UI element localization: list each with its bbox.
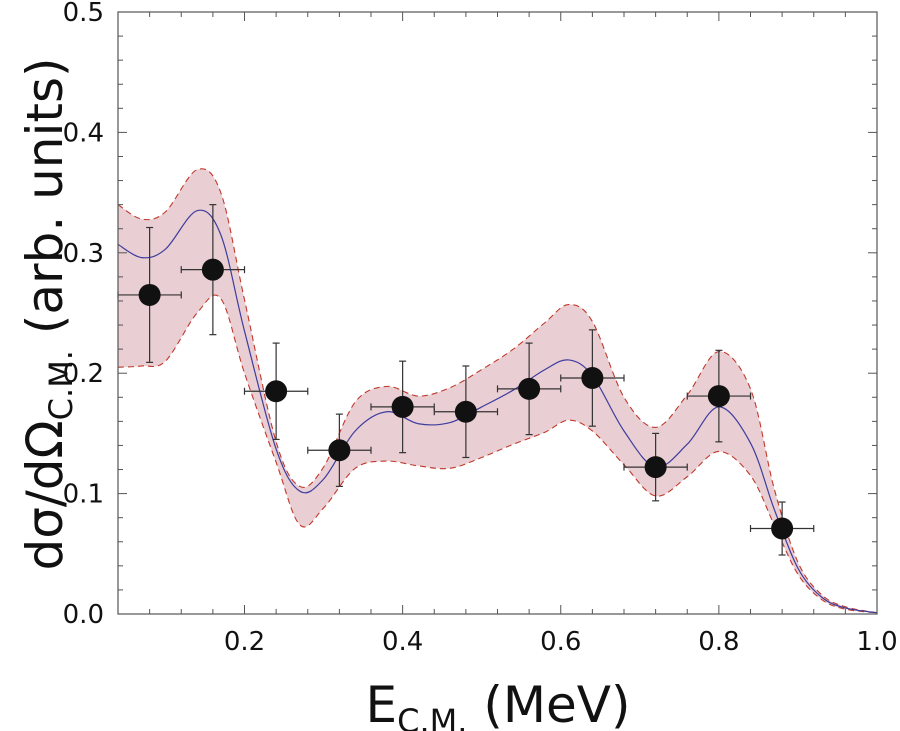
- fit-curve-group: [117, 209, 878, 614]
- data-point-9: [623, 432, 688, 502]
- data-point-marker: [328, 439, 351, 462]
- x-tick-label: 0.2: [224, 627, 265, 657]
- y-axis-title: dσ/dΩC.M. (arb. units): [16, 57, 80, 570]
- fit-curve: [117, 209, 878, 614]
- data-point-marker: [518, 377, 541, 400]
- data-point-4: [307, 413, 372, 487]
- lower-band-edge: [117, 294, 878, 614]
- data-point-6: [433, 365, 499, 459]
- y-tick-label: 0.0: [63, 600, 104, 630]
- data-point-marker: [391, 395, 414, 418]
- data-point-marker: [138, 283, 161, 306]
- y-tick-label: 0.1: [63, 480, 104, 510]
- y-tick-label: 0.2: [63, 359, 104, 389]
- data-point-7: [496, 342, 562, 436]
- x-tick-label: 1.0: [856, 627, 897, 657]
- y-tick-label: 0.5: [63, 0, 104, 28]
- data-point-marker: [581, 367, 604, 390]
- y-axis-title-main: dσ/dΩ: [16, 420, 74, 570]
- data-point-marker: [201, 258, 224, 281]
- data-point-marker: [454, 400, 477, 423]
- x-tick-label: 0.6: [540, 627, 581, 657]
- x-axis-title-rest: (MeV): [467, 676, 630, 731]
- axes-group: [117, 11, 878, 615]
- upper-band-edge: [117, 168, 878, 614]
- data-points-group: [117, 204, 815, 556]
- data-point-3: [243, 342, 309, 441]
- data-point-8: [560, 329, 625, 427]
- x-tick-label: 0.8: [698, 627, 739, 657]
- data-point-marker: [265, 380, 288, 403]
- data-point-2: [180, 204, 246, 336]
- data-point-marker: [771, 517, 794, 540]
- y-axis-title-rest: (arb. units): [16, 57, 74, 350]
- x-axis-title-main: E: [366, 676, 398, 731]
- data-point-5: [370, 360, 435, 454]
- x-axis-title: EC.M. (MeV): [366, 676, 631, 731]
- x-axis-title-sub: C.M.: [397, 702, 467, 731]
- tick-labels-group: 0.2 0.4 0.6 0.8 1.0 0.0 0.1 0.2 0.3 0.4 0.5: [63, 0, 898, 657]
- y-axis-title-sub: C.M.: [42, 350, 80, 420]
- data-point-1: [117, 226, 182, 363]
- data-point-marker: [707, 385, 730, 408]
- y-tick-label: 0.3: [63, 239, 104, 269]
- data-point-11: [749, 501, 815, 556]
- x-tick-label: 0.4: [382, 627, 423, 657]
- data-point-10: [686, 349, 752, 443]
- y-tick-label: 0.4: [63, 118, 104, 148]
- data-point-marker: [644, 456, 667, 479]
